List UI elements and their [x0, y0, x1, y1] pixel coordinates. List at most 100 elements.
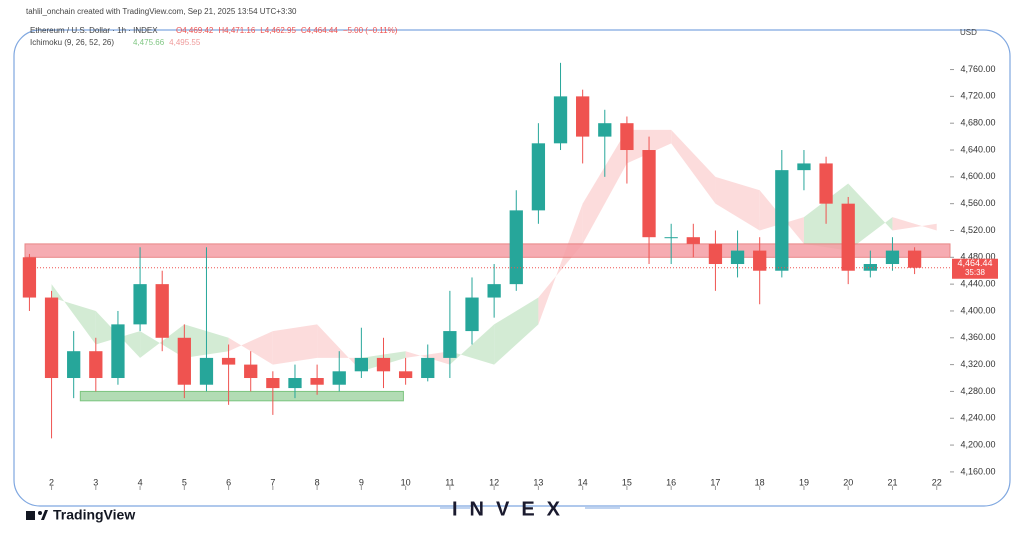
candle-body [421, 357, 435, 379]
logo-slash [41, 510, 48, 520]
logo-dot [38, 511, 42, 515]
countdown: 35:38 [965, 268, 986, 277]
candle-body [376, 357, 391, 372]
x-tick-label: 18 [755, 477, 765, 487]
x-tick-label: 2 [49, 477, 54, 487]
frame [13, 29, 1011, 507]
y-tick-label: 4,640.00 [960, 144, 995, 154]
y-tick-label: 4,200.00 [960, 439, 995, 449]
candle-body [819, 163, 833, 204]
y-tick-label: 4,360.00 [960, 332, 995, 342]
brand: TradingView [53, 507, 135, 523]
candle-body [22, 257, 37, 298]
ichimoku-cloud [892, 217, 937, 231]
candle-body [576, 96, 590, 137]
x-tick-label: 13 [533, 477, 543, 487]
y-tick-label: 4,720.00 [960, 91, 995, 101]
candle-body [620, 123, 634, 151]
candle-body [199, 357, 214, 385]
resistance-zone [24, 243, 951, 258]
candle-body [310, 378, 324, 385]
candle-body [465, 297, 479, 332]
support-zone [79, 390, 404, 402]
candle-body [907, 250, 922, 268]
candle-body [708, 243, 723, 265]
candle-body [753, 250, 767, 271]
ichimoku-cloud [671, 129, 716, 204]
x-tick-label: 11 [445, 477, 454, 487]
last-price-label: 4,464.44 [957, 258, 992, 268]
candle-body [67, 351, 81, 379]
ohlc-value: O4,469.42 [176, 26, 214, 35]
candle-body [531, 143, 546, 211]
candle-body [885, 250, 900, 265]
candle-body [44, 297, 59, 379]
x-tick-label: 5 [182, 477, 187, 487]
last-price-box [952, 258, 998, 279]
ichimoku-cloud [848, 183, 893, 251]
x-tick-label: 21 [887, 477, 897, 487]
x-tick-label: 7 [270, 477, 275, 487]
y-tick-label: 4,400.00 [960, 305, 995, 315]
x-tick-label: 22 [932, 477, 942, 487]
x-tick-label: 12 [489, 477, 499, 487]
x-tick-label: 3 [93, 477, 98, 487]
ichimoku-cloud [317, 324, 362, 372]
x-tick-label: 10 [401, 477, 411, 487]
candle-body [730, 250, 745, 265]
indicator: Ichimoku (9, 26, 52, 26) [30, 38, 114, 47]
ichimoku-cloud [494, 297, 539, 365]
x-tick-label: 15 [622, 477, 632, 487]
candle-body [111, 324, 125, 379]
y-tick-label: 4,600.00 [960, 171, 995, 181]
candle-body [332, 371, 346, 385]
x-tick-label: 17 [710, 477, 720, 487]
ohlc-value: C4,464.44 [301, 26, 338, 35]
ichimoku-cloud [538, 203, 583, 325]
y-tick-label: 4,560.00 [960, 198, 995, 208]
x-tick-label: 9 [359, 477, 364, 487]
x-tick-label: 20 [843, 477, 853, 487]
candle-body [177, 337, 191, 385]
candle-body [797, 163, 811, 171]
y-tick-label: 4,320.00 [960, 359, 995, 369]
candle-body [664, 237, 678, 239]
candle-body [288, 378, 302, 389]
ichimoku-cloud [51, 284, 96, 345]
ohlc-value: H4,471.16 [218, 26, 255, 35]
y-tick-label: 4,760.00 [960, 64, 995, 74]
x-tick-label: 16 [666, 477, 676, 487]
candle-body [509, 210, 523, 285]
x-tick-label: 6 [226, 477, 231, 487]
y-tick-label: 4,480.00 [960, 252, 995, 262]
ichimoku-cloud [715, 176, 760, 231]
candle-body [133, 284, 147, 325]
candle-body [244, 364, 258, 379]
candle-body [266, 378, 280, 389]
x-tick-label: 8 [315, 477, 320, 487]
symbol: Ethereum / U.S. Dollar · 1h · INDEX [30, 26, 158, 35]
y-tick-label: 4,160.00 [960, 466, 995, 476]
ohlc-value: −5.00 (−0.11%) [343, 26, 398, 35]
x-tick-label: 14 [578, 477, 588, 487]
ohlc-value: L4,462.95 [260, 26, 296, 35]
candle-body [487, 284, 501, 298]
candle-body [863, 264, 877, 271]
candle-body [221, 357, 236, 365]
candle-body [598, 123, 612, 137]
x-tick-label: 19 [799, 477, 809, 487]
candle-body [155, 284, 169, 338]
candle-body [642, 150, 656, 238]
indicator-value: 4,475.66 [133, 38, 165, 47]
indicator-value: 4,495.55 [169, 38, 201, 47]
y-tick-label: 4,680.00 [960, 118, 995, 128]
ichimoku-cloud [582, 129, 627, 244]
candle-body [841, 203, 855, 271]
credit: tahlil_onchain created with TradingView.… [26, 7, 297, 16]
ichimoku-cloud [228, 331, 273, 365]
y-tick-label: 4,240.00 [960, 413, 995, 423]
candle-body [686, 237, 700, 244]
candle-body [354, 357, 369, 372]
y-tick-label: 4,280.00 [960, 386, 995, 396]
brand-logo [26, 510, 48, 520]
